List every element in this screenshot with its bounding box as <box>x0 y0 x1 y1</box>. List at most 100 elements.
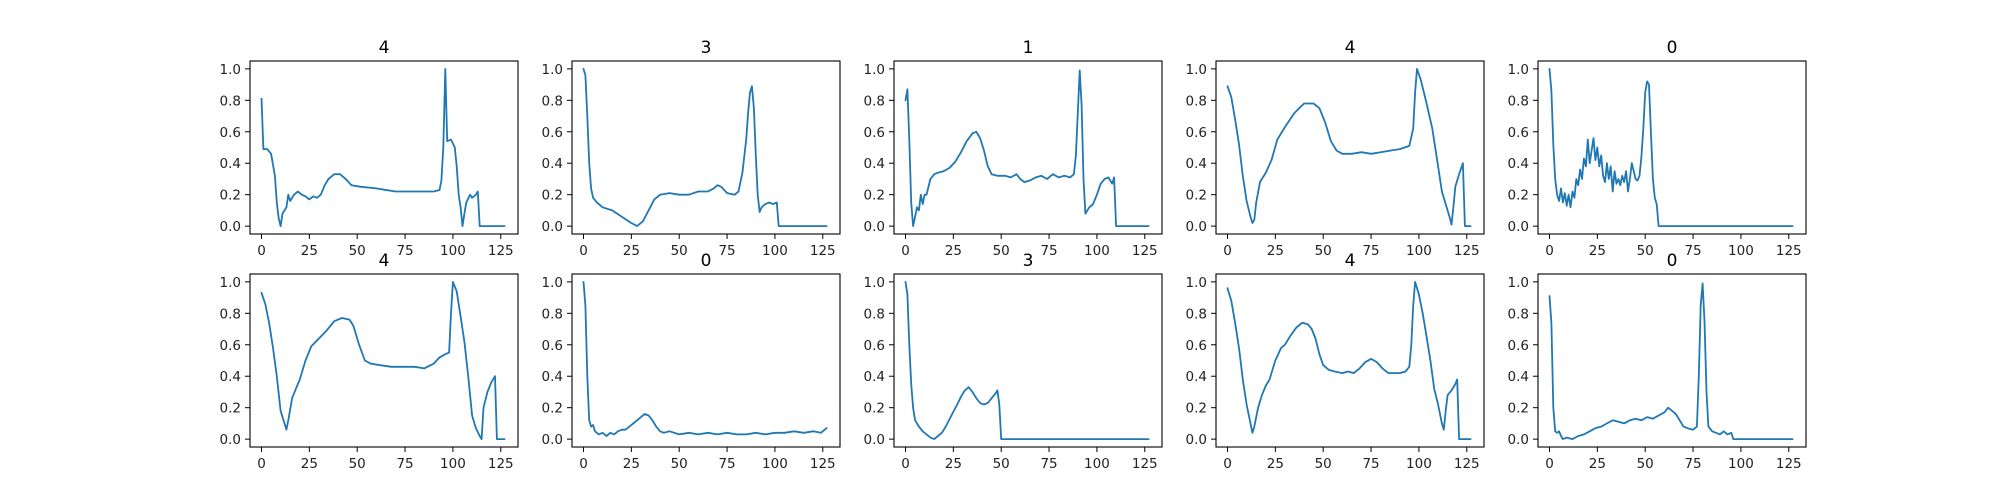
subplot-title: 4 <box>1345 251 1356 271</box>
x-tick-label: 0 <box>579 456 588 472</box>
y-tick-label: 0.6 <box>1508 338 1529 354</box>
x-tick-label: 0 <box>1545 456 1554 472</box>
subplot-title: 4 <box>379 251 390 271</box>
x-tick-label: 50 <box>993 243 1010 259</box>
subplot-6: 0 25 50 75 100 125 0.0 0.2 0.4 0.6 0.8 1.0 4 <box>220 251 519 472</box>
subplot-title: 1 <box>1023 38 1034 58</box>
x-tick-label: 0 <box>901 243 910 259</box>
y-tick-label: 0.0 <box>1186 432 1207 448</box>
x-tick-label: 100 <box>440 456 466 472</box>
series-line <box>260 68 506 227</box>
x-tick-label: 125 <box>1132 243 1158 259</box>
x-tick-label: 50 <box>671 243 688 259</box>
axes-frame <box>1537 60 1807 235</box>
axes-frame <box>893 60 1163 235</box>
series-line <box>1226 68 1472 227</box>
x-tick-label: 100 <box>1084 243 1110 259</box>
x-tick-label: 0 <box>257 243 266 259</box>
x-tick-label: 75 <box>1362 456 1379 472</box>
y-tick-label: 1.0 <box>1508 62 1529 78</box>
x-tick-label: 125 <box>1132 456 1158 472</box>
y-tick-label: 0.2 <box>1186 401 1207 417</box>
x-tick-label: 25 <box>1589 456 1606 472</box>
x-tick-label: 125 <box>810 456 836 472</box>
y-tick-label: 0.0 <box>542 219 563 235</box>
x-tick-label: 50 <box>993 456 1010 472</box>
x-tick-label: 100 <box>1406 243 1432 259</box>
x-tick-label: 25 <box>1267 456 1284 472</box>
x-tick-label: 100 <box>440 243 466 259</box>
x-tick-label: 100 <box>1728 456 1754 472</box>
x-tick-label: 75 <box>718 456 735 472</box>
x-tick-label: 25 <box>623 456 640 472</box>
y-tick-label: 0.6 <box>1508 125 1529 141</box>
y-tick-label: 0.2 <box>542 188 563 204</box>
series-line <box>1226 281 1472 440</box>
x-tick-label: 100 <box>1084 456 1110 472</box>
x-tick-label: 75 <box>1362 243 1379 259</box>
y-tick-label: 0.6 <box>864 125 885 141</box>
y-tick-label: 1.0 <box>864 275 885 291</box>
subplot-title: 4 <box>379 38 390 58</box>
y-tick-label: 0.6 <box>542 125 563 141</box>
subplot-3: 0 25 50 75 100 125 0.0 0.2 0.4 0.6 0.8 1.0 1 <box>864 38 1163 259</box>
series-line <box>582 68 828 227</box>
y-tick-label: 0.8 <box>864 93 885 109</box>
x-tick-label: 50 <box>349 243 366 259</box>
y-tick-label: 0.4 <box>1508 156 1529 172</box>
subplot-title: 3 <box>701 38 712 58</box>
y-tick-label: 0.4 <box>220 156 241 172</box>
y-tick-label: 0.4 <box>220 369 241 385</box>
x-tick-label: 100 <box>762 456 788 472</box>
y-tick-label: 0.0 <box>1508 219 1529 235</box>
x-tick-label: 0 <box>1545 243 1554 259</box>
y-tick-label: 0.6 <box>1186 338 1207 354</box>
x-tick-label: 25 <box>301 243 318 259</box>
x-tick-label: 0 <box>1223 243 1232 259</box>
y-tick-label: 0.0 <box>220 432 241 448</box>
subplot-1: 0 25 50 75 100 125 0.0 0.2 0.4 0.6 0.8 1.0 4 <box>220 38 519 259</box>
x-tick-label: 25 <box>945 456 962 472</box>
y-tick-label: 0.4 <box>1508 369 1529 385</box>
x-tick-label: 25 <box>1589 243 1606 259</box>
y-tick-label: 0.8 <box>220 93 241 109</box>
subplot-2: 0 25 50 75 100 125 0.0 0.2 0.4 0.6 0.8 1.0 3 <box>542 38 841 259</box>
x-tick-label: 100 <box>1406 456 1432 472</box>
x-tick-label: 100 <box>1728 243 1754 259</box>
y-tick-label: 0.4 <box>864 369 885 385</box>
x-tick-label: 125 <box>1776 456 1802 472</box>
y-tick-label: 0.0 <box>542 432 563 448</box>
x-tick-label: 75 <box>1684 456 1701 472</box>
x-tick-label: 100 <box>762 243 788 259</box>
y-tick-label: 0.2 <box>864 188 885 204</box>
subplot-8: 0 25 50 75 100 125 0.0 0.2 0.4 0.6 0.8 1.0 3 <box>864 251 1163 472</box>
x-tick-label: 25 <box>623 243 640 259</box>
y-tick-label: 1.0 <box>220 62 241 78</box>
series-line <box>904 281 1150 440</box>
y-tick-label: 1.0 <box>1186 62 1207 78</box>
y-tick-label: 0.6 <box>220 338 241 354</box>
subplot-4: 0 25 50 75 100 125 0.0 0.2 0.4 0.6 0.8 1.0 4 <box>1186 38 1485 259</box>
series-line <box>260 281 506 440</box>
axes-frame <box>1215 60 1485 235</box>
x-tick-label: 75 <box>1040 456 1057 472</box>
x-tick-label: 0 <box>901 456 910 472</box>
y-tick-label: 0.8 <box>220 306 241 322</box>
y-tick-label: 0.8 <box>542 93 563 109</box>
y-tick-label: 0.6 <box>1186 125 1207 141</box>
x-tick-label: 75 <box>718 243 735 259</box>
x-tick-label: 125 <box>488 456 514 472</box>
x-tick-label: 50 <box>1315 243 1332 259</box>
y-tick-label: 0.2 <box>1186 188 1207 204</box>
y-tick-label: 0.2 <box>1508 401 1529 417</box>
x-tick-label: 125 <box>1454 456 1480 472</box>
axes-frame <box>571 273 841 448</box>
y-tick-label: 0.2 <box>1508 188 1529 204</box>
y-tick-label: 0.8 <box>1186 93 1207 109</box>
y-tick-label: 0.2 <box>864 401 885 417</box>
y-tick-label: 0.6 <box>220 125 241 141</box>
y-tick-label: 0.0 <box>864 432 885 448</box>
y-tick-label: 1.0 <box>542 62 563 78</box>
x-tick-label: 75 <box>396 456 413 472</box>
x-tick-label: 50 <box>1637 243 1654 259</box>
